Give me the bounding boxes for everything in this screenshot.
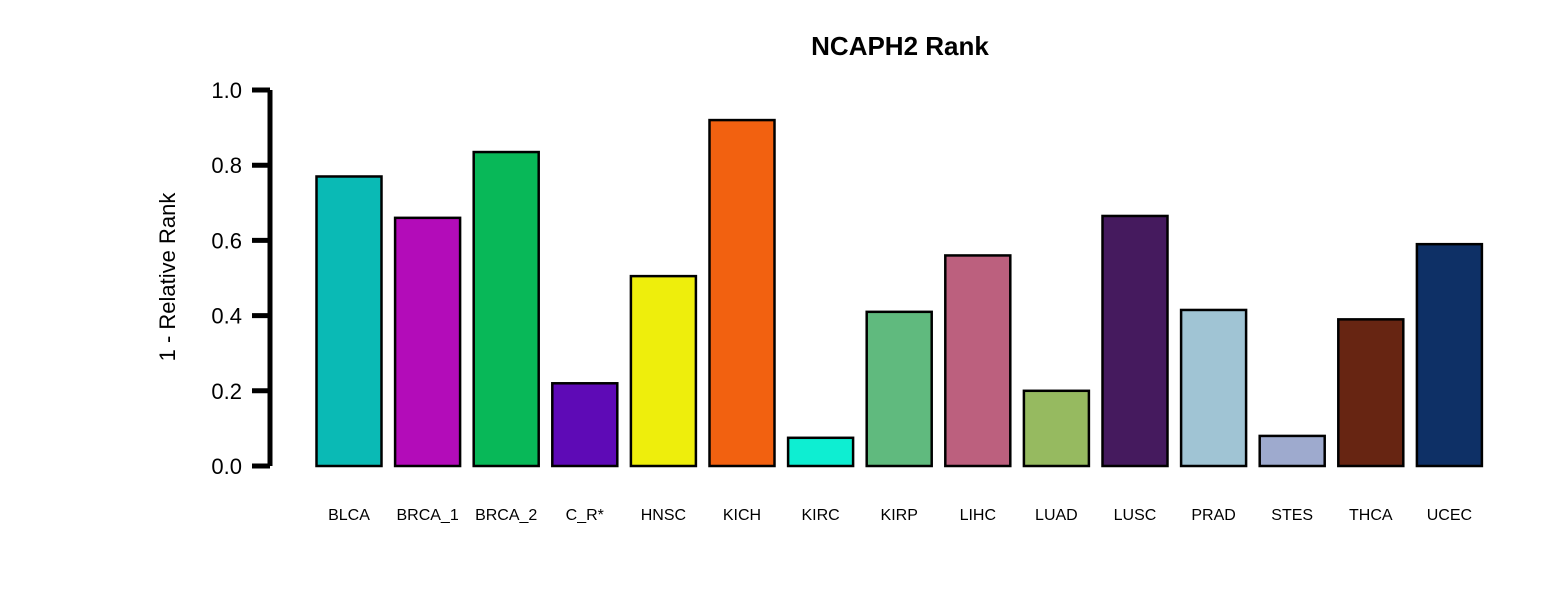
x-tick-label: STES bbox=[1271, 507, 1313, 524]
bar-brca-2 bbox=[472, 150, 540, 468]
x-tick-label: THCA bbox=[1349, 507, 1393, 524]
bar-thca bbox=[1337, 318, 1405, 468]
x-tick-label: BRCA_1 bbox=[396, 507, 458, 524]
x-tick-label: BRCA_2 bbox=[475, 507, 537, 524]
bar-blca bbox=[315, 175, 383, 468]
x-tick-label: KIRC bbox=[801, 507, 839, 524]
x-axis-labels: BLCA BRCA_1 BRCA_2 C_R* HNSC KICH KIRC KIRP LIHC… bbox=[328, 507, 1472, 524]
y-tick-label: 0.4 bbox=[211, 304, 242, 329]
chart-title: NCAPH2 Rank bbox=[811, 31, 989, 61]
y-tick-label: 0.6 bbox=[211, 228, 242, 253]
y-tick-label: 1.0 bbox=[211, 78, 242, 103]
y-axis-title: 1 - Relative Rank bbox=[155, 192, 180, 362]
x-tick-label: KICH bbox=[723, 507, 761, 524]
bar-c-r bbox=[551, 382, 619, 468]
bars-group bbox=[315, 118, 1484, 468]
x-tick-label: UCEC bbox=[1427, 507, 1472, 524]
x-tick-label: HNSC bbox=[641, 507, 686, 524]
x-tick-label: LUSC bbox=[1114, 507, 1157, 524]
y-tick-label: 0.8 bbox=[211, 153, 242, 178]
x-tick-label: PRAD bbox=[1191, 507, 1235, 524]
bar-ucec bbox=[1415, 242, 1484, 468]
x-tick-label: LIHC bbox=[960, 507, 996, 524]
x-tick-label: KIRP bbox=[881, 507, 918, 524]
y-tick-label: 0.2 bbox=[211, 379, 242, 404]
y-axis: 0.0 0.2 0.4 0.6 0.8 1.0 bbox=[211, 78, 273, 479]
bar-stes bbox=[1258, 434, 1326, 468]
bar-kich bbox=[708, 118, 776, 468]
bar-kirc bbox=[786, 436, 855, 468]
bar-lusc bbox=[1101, 214, 1169, 468]
bar-hnsc bbox=[629, 274, 698, 468]
bar-brca-1 bbox=[393, 216, 462, 468]
x-tick-label: BLCA bbox=[328, 507, 370, 524]
x-tick-label: C_R* bbox=[566, 507, 604, 524]
x-tick-label: LUAD bbox=[1035, 507, 1078, 524]
bar-prad bbox=[1179, 308, 1248, 468]
bar-luad bbox=[1022, 389, 1091, 468]
y-tick-label: 0.0 bbox=[211, 454, 242, 479]
bar-kirp bbox=[865, 310, 933, 468]
bar-lihc bbox=[944, 254, 1012, 468]
